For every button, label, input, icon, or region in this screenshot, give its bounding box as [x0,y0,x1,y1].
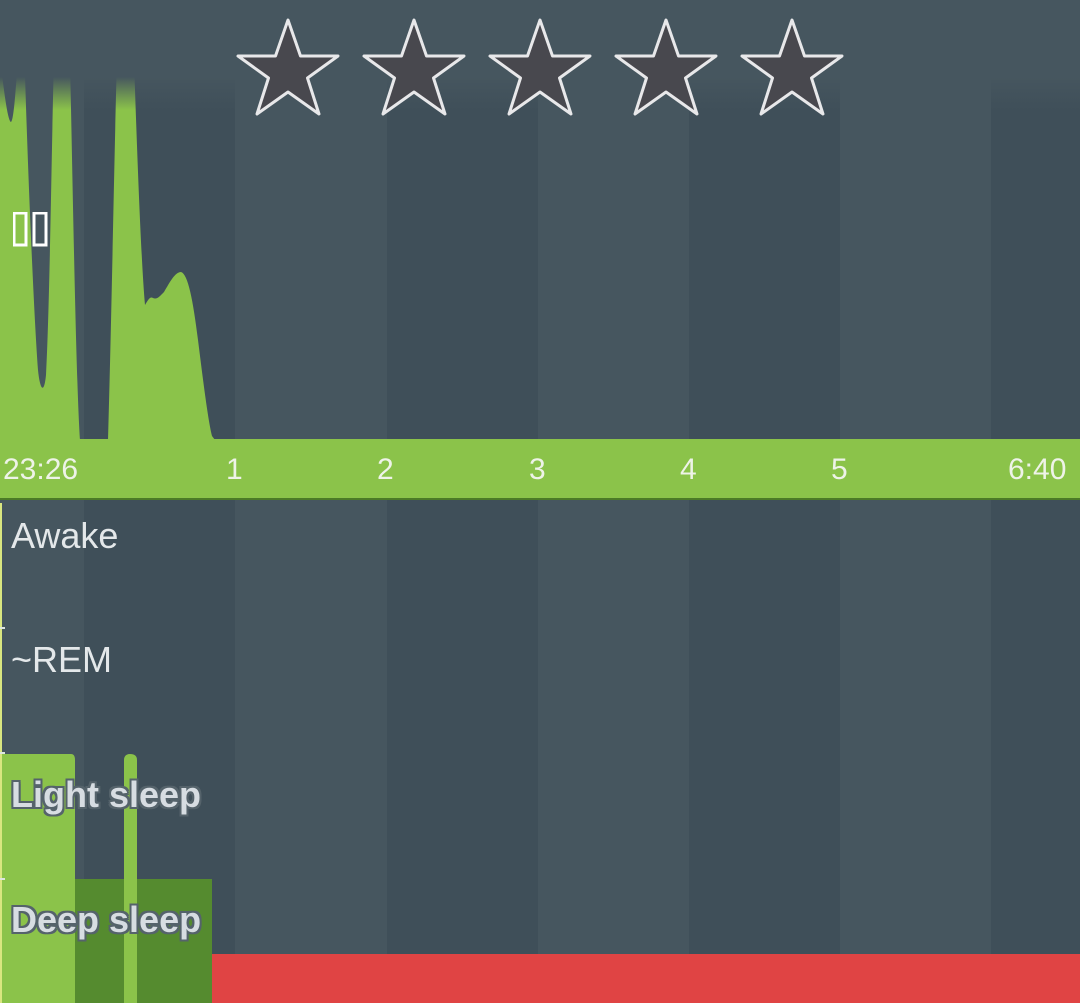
light-sleep-segment [0,754,75,1003]
stage-tick [0,752,5,754]
star-4-icon[interactable] [613,14,719,118]
hypnogram [0,503,1080,1003]
hour-stripe [991,0,1080,1003]
time-tick-end: 6:40 [1008,453,1067,486]
stage-tick [0,627,5,629]
hour-stripe [387,0,538,1003]
star-5-icon[interactable] [739,14,845,118]
stage-label-deep-sleep: Deep sleep [11,899,202,940]
time-tick: 5 [831,453,848,486]
hour-stripe [84,0,235,1003]
time-tick: 4 [680,453,697,486]
star-1-icon[interactable] [235,14,341,118]
awake-segment [212,954,1080,1003]
time-tick: 1 [226,453,243,486]
time-tick-start: 23:26 [3,453,79,486]
time-tick: 3 [529,453,546,486]
light-sleep-segment [124,754,137,1003]
time-tick: 2 [377,453,394,486]
stage-label-rem: ~REM [11,639,113,680]
deep-sleep-segment [75,879,212,1003]
stage-label-light-sleep: Light sleep [11,774,202,815]
star-2-icon[interactable] [361,14,467,118]
time-axis: 23:26 1 2 3 4 5 6:40 [0,439,1080,500]
stage-label-awake: Awake [11,515,119,556]
hour-stripe [689,0,840,1003]
star-rating[interactable] [235,14,845,118]
activity-area [0,40,215,440]
stage-tick [0,878,5,880]
star-3-icon[interactable] [487,14,593,118]
activity-graph [0,40,215,440]
pause-icon[interactable] [13,212,53,248]
